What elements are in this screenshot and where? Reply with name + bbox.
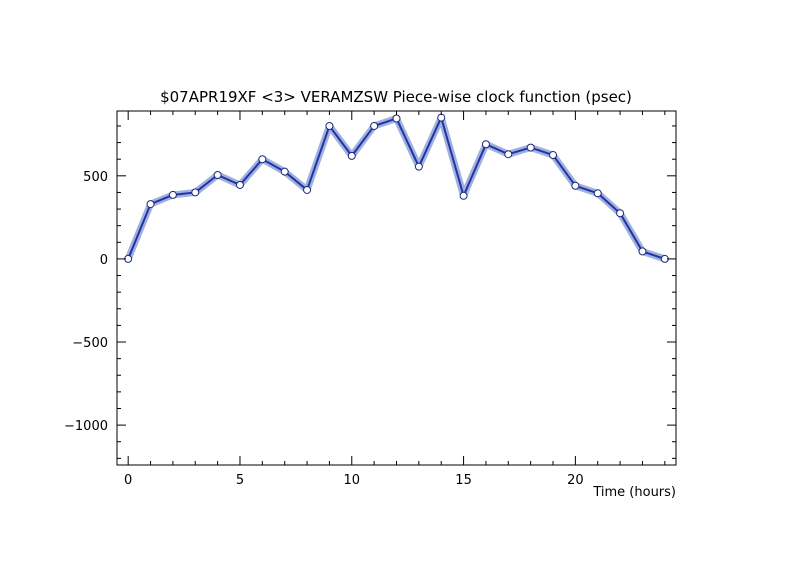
series-line-segment <box>552 154 577 187</box>
data-point <box>325 121 334 130</box>
series-line-segment <box>194 174 219 194</box>
series-line-group <box>127 117 666 260</box>
series-line-segment <box>261 158 286 173</box>
plot-frame <box>116 110 677 466</box>
y-tick-label: −1000 <box>64 419 108 434</box>
y-tick-label: 0 <box>100 253 108 268</box>
data-point <box>549 151 558 160</box>
y-tick-label: −500 <box>72 336 108 351</box>
data-point <box>459 191 468 200</box>
x-axis-label: Time (hours) <box>592 485 676 500</box>
x-tick-label: 0 <box>124 473 132 488</box>
data-point <box>258 155 267 164</box>
data-point <box>616 209 625 218</box>
data-point <box>370 121 379 130</box>
data-point <box>437 113 446 122</box>
x-tick-label: 15 <box>455 473 472 488</box>
data-point <box>191 188 200 197</box>
axis-ticks <box>117 111 676 465</box>
data-point-group <box>124 113 669 263</box>
series-line-segment <box>417 117 443 168</box>
data-point <box>481 140 490 149</box>
data-point <box>168 190 177 199</box>
data-point <box>392 114 401 123</box>
data-point <box>146 200 155 209</box>
series-line-segment <box>284 170 308 191</box>
data-point <box>414 162 423 171</box>
x-tick-label: 5 <box>236 473 244 488</box>
series-line-segment <box>350 125 375 157</box>
series-line-segment <box>395 118 420 168</box>
data-point <box>593 189 602 198</box>
data-point <box>504 150 513 159</box>
series-line-segment <box>597 192 621 214</box>
tick-labels: 0 5 10 15 20 −1000 −500 0 500 <box>64 170 584 488</box>
data-point <box>347 151 356 160</box>
series-line-segment <box>217 174 241 186</box>
x-tick-label: 10 <box>344 473 361 488</box>
data-point <box>280 167 289 176</box>
data-point <box>638 247 647 256</box>
series-line-segment <box>127 203 152 260</box>
series-line-segment <box>440 117 465 197</box>
series-line-segment <box>462 143 487 197</box>
x-tick-label: 20 <box>567 473 584 488</box>
data-point <box>235 180 244 189</box>
series-line-segment <box>485 143 509 156</box>
series-line-segment <box>150 194 174 205</box>
data-point <box>526 143 535 152</box>
series-line-segment <box>619 212 644 252</box>
chart-title: $07APR19XF <3> VERAMZSW Piece-wise clock… <box>160 88 632 106</box>
y-tick-label: 500 <box>83 170 108 185</box>
data-point <box>303 185 312 194</box>
series-line-segment <box>239 158 264 186</box>
series-line-segment <box>328 125 353 157</box>
data-point <box>213 170 222 179</box>
data-point <box>571 181 580 190</box>
series-line-segment <box>306 125 331 191</box>
